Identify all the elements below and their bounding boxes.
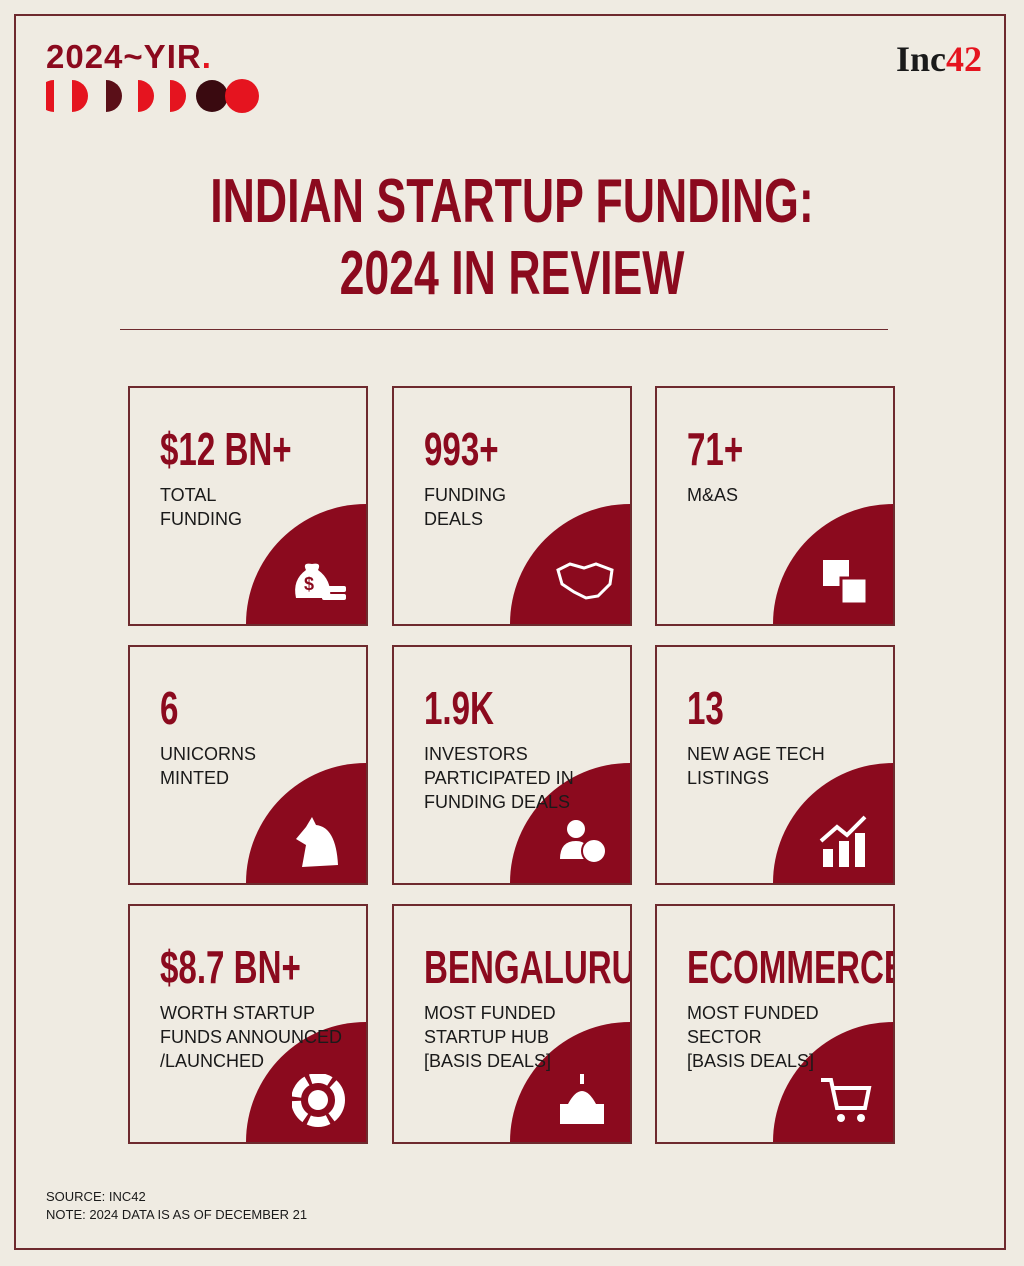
title-line: INDIAN STARTUP FUNDING: — [210, 167, 814, 236]
stat-label-line: LISTINGS — [687, 768, 770, 788]
stat-label: MOST FUNDED SECTOR [BASIS DEALS] — [687, 1001, 819, 1073]
card-icon — [823, 560, 869, 606]
title: INDIAN STARTUP FUNDING: 2024 IN REVIEW — [0, 166, 1024, 310]
stat-label-line: DEALS — [424, 509, 484, 529]
note: NOTE: 2024 DATA IS AS OF DECEMBER 21 — [46, 1207, 308, 1222]
brand: Inc42 — [896, 38, 982, 80]
stat-value: 993+ — [424, 423, 499, 475]
stat-label-line: FUNDING — [424, 485, 506, 505]
stat-label-line: M&AS — [687, 485, 739, 505]
stat-label-line: PARTICIPATED IN — [424, 768, 574, 788]
footer: SOURCE: INC42 NOTE: 2024 DATA IS AS OF D… — [46, 1188, 307, 1224]
stat-label-line: TOTAL — [160, 485, 217, 505]
card-icon — [292, 1074, 345, 1127]
stat-label-line: FUNDING DEALS — [424, 792, 571, 812]
logo-moons — [46, 79, 259, 113]
stat-value: BENGALURU — [424, 941, 632, 993]
card-icon — [821, 1078, 872, 1122]
card-icon — [556, 562, 614, 600]
brand-number: 42 — [946, 39, 982, 79]
stat-card: ECOMMERCE MOST FUNDED SECTOR [BASIS DEALS] — [655, 904, 895, 1144]
stat-value: 71+ — [687, 423, 744, 475]
card-icon — [819, 815, 867, 867]
stat-card: 1.9K INVESTORS PARTICIPATED IN FUNDING DEAL… — [392, 645, 632, 885]
divider — [120, 329, 888, 330]
stat-value: $8.7 BN+ — [160, 941, 301, 993]
source: SOURCE: INC42 — [46, 1189, 146, 1204]
stat-label: NEW AGE TECH LISTINGS — [687, 742, 825, 790]
stat-label: MOST FUNDED STARTUP HUB [BASIS DEALS] — [424, 1001, 556, 1073]
stat-card: BENGALURU MOST FUNDED STARTUP HUB [BASIS DE… — [392, 904, 632, 1144]
card-icon — [296, 817, 338, 867]
stat-label-line: UNICORNS — [160, 744, 257, 764]
card-icon — [560, 1074, 604, 1124]
frame — [14, 14, 1006, 1250]
stat-label-line: /LAUNCHED — [160, 1051, 265, 1071]
stat-label: M&AS — [687, 483, 738, 507]
stat-value: $12 BN+ — [160, 423, 292, 475]
stat-label: UNICORNS MINTED — [160, 742, 256, 790]
stat-label-line: MINTED — [160, 768, 229, 788]
logo: 2024~YIR. — [46, 38, 212, 75]
stat-label-line: [BASIS DEALS] — [687, 1051, 815, 1071]
brand-name: Inc — [895, 39, 946, 79]
stat-card: 993+ FUNDING DEALS — [392, 386, 632, 626]
stat-value: ECOMMERCE — [687, 941, 895, 993]
title-line: 2024 IN REVIEW — [339, 239, 685, 308]
stat-label: INVESTORS PARTICIPATED IN FUNDING DEALS — [424, 742, 574, 814]
stat-label: TOTAL FUNDING — [160, 483, 242, 531]
stat-label-line: INVESTORS — [424, 744, 528, 764]
stat-value: 1.9K — [424, 682, 494, 734]
card-icon — [560, 820, 607, 864]
stat-label-line: STARTUP HUB — [424, 1027, 550, 1047]
stat-label-line: [BASIS DEALS] — [424, 1051, 552, 1071]
stat-label-line: NEW AGE TECH — [687, 744, 825, 764]
stat-card: $ $12 BN+ TOTAL FUNDING — [128, 386, 368, 626]
stat-card: $8.7 BN+ WORTH STARTUP FUNDS ANNOUNCED/LAU… — [128, 904, 368, 1144]
stat-label: WORTH STARTUP FUNDS ANNOUNCED/LAUNCHED — [160, 1001, 342, 1073]
stat-card: 71+ M&AS — [655, 386, 895, 626]
svg-text:$: $ — [304, 574, 314, 594]
stat-card: 6 UNICORNS MINTED — [128, 645, 368, 885]
stat-label-line: MOST FUNDED — [424, 1003, 556, 1023]
stat-label-line: MOST FUNDED — [687, 1003, 819, 1023]
card-icon: $ — [295, 563, 346, 600]
stat-card: 13 NEW AGE TECH LISTINGS — [655, 645, 895, 885]
stat-value: 13 — [687, 682, 724, 734]
stat-label-line: SECTOR — [687, 1027, 762, 1047]
stat-label-line: FUNDING — [160, 509, 242, 529]
stat-value: 6 — [160, 682, 179, 734]
stat-label: FUNDING DEALS — [424, 483, 506, 531]
stat-label-line: WORTH STARTUP — [160, 1003, 316, 1023]
logo-text: 2024~YIR — [46, 38, 202, 75]
stat-label-line: FUNDS ANNOUNCED — [160, 1027, 343, 1047]
